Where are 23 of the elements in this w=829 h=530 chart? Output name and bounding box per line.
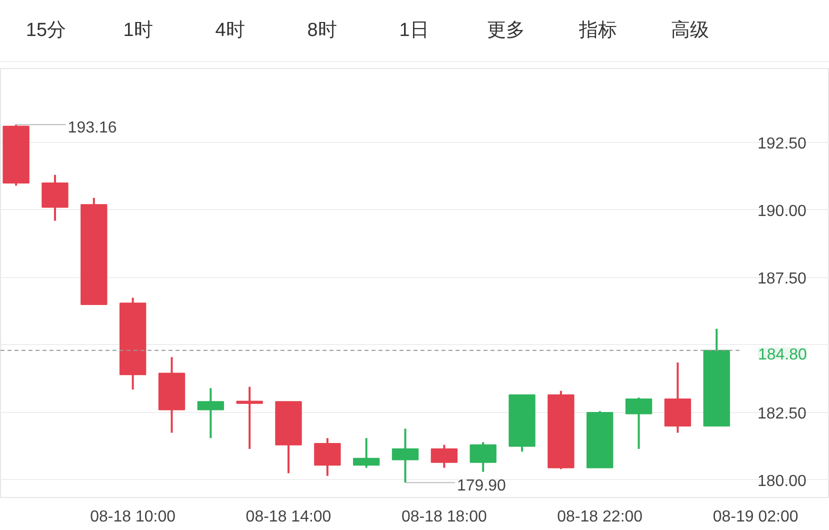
text: 高级 (670, 18, 710, 43)
text: 15分 (24, 18, 68, 43)
x-tick-label: 08-18 14:00 (246, 508, 332, 526)
annotation: 179.90 (457, 478, 506, 495)
y-tick-label: 182.50 (758, 405, 807, 422)
text: 1日 (398, 18, 430, 43)
candlestick (197, 387, 224, 440)
y-tick-label: 187.50 (758, 270, 807, 288)
ref-line-label: 184.80 (758, 346, 808, 364)
x-tick-label: 08-18 18:00 (401, 508, 487, 526)
x-tick-label: 08-18 22:00 (557, 508, 643, 526)
x-tick-label: 08-19 02:00 (712, 508, 798, 526)
text: 1时 (122, 18, 154, 43)
text: 指标 (578, 18, 618, 43)
text: 更多 (486, 18, 526, 43)
x-tick-label: 08-18 10:00 (90, 508, 176, 526)
text: 8时 (306, 18, 338, 43)
y-tick-label: 180.00 (758, 472, 807, 490)
text: 4时 (214, 18, 246, 43)
y-tick-label: 192.50 (758, 135, 807, 152)
candlestick (236, 386, 263, 450)
annotation: 193.16 (68, 120, 117, 137)
y-tick-label: 190.00 (758, 202, 807, 220)
